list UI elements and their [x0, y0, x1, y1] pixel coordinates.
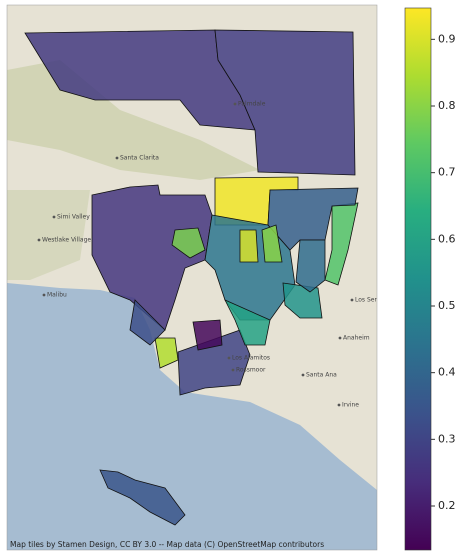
region	[224, 299, 271, 346]
region	[171, 227, 206, 259]
colorbar-tick-label: 0.3	[438, 432, 456, 445]
place-label: Los Alamitos	[232, 355, 270, 362]
place-dot	[52, 215, 56, 219]
place-label: Simi Valley	[57, 214, 90, 221]
region	[324, 202, 359, 286]
basemap: Santa Clarita Simi Valley Westlake Village…	[7, 5, 394, 550]
place-label: Malibu	[47, 292, 67, 299]
region	[154, 337, 179, 369]
region	[239, 229, 259, 263]
place-label: Santa Clarita	[120, 155, 159, 162]
attribution: Map tiles by Stamen Design, CC BY 3.0 --…	[10, 540, 324, 549]
colorbar-tick-label: 0.6	[438, 232, 456, 245]
region	[214, 29, 356, 176]
terrain	[7, 190, 90, 280]
colorbar-tick-label: 0.8	[438, 99, 456, 112]
region	[295, 239, 326, 293]
place-dot	[37, 238, 41, 242]
colorbar	[404, 7, 432, 551]
colorbar-tick-label: 0.2	[438, 499, 456, 512]
ocean	[7, 283, 377, 550]
place-dot	[115, 156, 119, 160]
place-dot	[337, 403, 341, 407]
region	[261, 224, 283, 263]
place-dot	[227, 356, 231, 360]
colorbar-tick-label: 0.4	[438, 366, 456, 379]
place-label: Santa Ana	[306, 372, 337, 379]
place-label: Irvine	[342, 402, 359, 409]
colorbar-tick-label: 0.5	[438, 299, 456, 312]
colorbar-tick-label: 0.7	[438, 166, 456, 179]
place-dot	[350, 298, 354, 302]
place-dot	[233, 102, 237, 106]
place-dot	[338, 336, 342, 340]
place-label: Rossmoor	[236, 367, 266, 374]
place-label: Westlake Village	[42, 237, 91, 244]
map-frame	[6, 4, 378, 551]
place-label: Los Serranos	[355, 297, 394, 304]
place-label: Anaheim	[343, 335, 370, 342]
region	[99, 469, 186, 526]
place-label: Palmdale	[238, 101, 266, 108]
colorbar-tick-label: 0.9	[438, 32, 456, 45]
place-dot	[231, 368, 235, 372]
region	[192, 319, 223, 351]
place-dot	[42, 293, 46, 297]
place-dot	[301, 373, 305, 377]
region	[91, 184, 213, 331]
region	[129, 299, 166, 346]
